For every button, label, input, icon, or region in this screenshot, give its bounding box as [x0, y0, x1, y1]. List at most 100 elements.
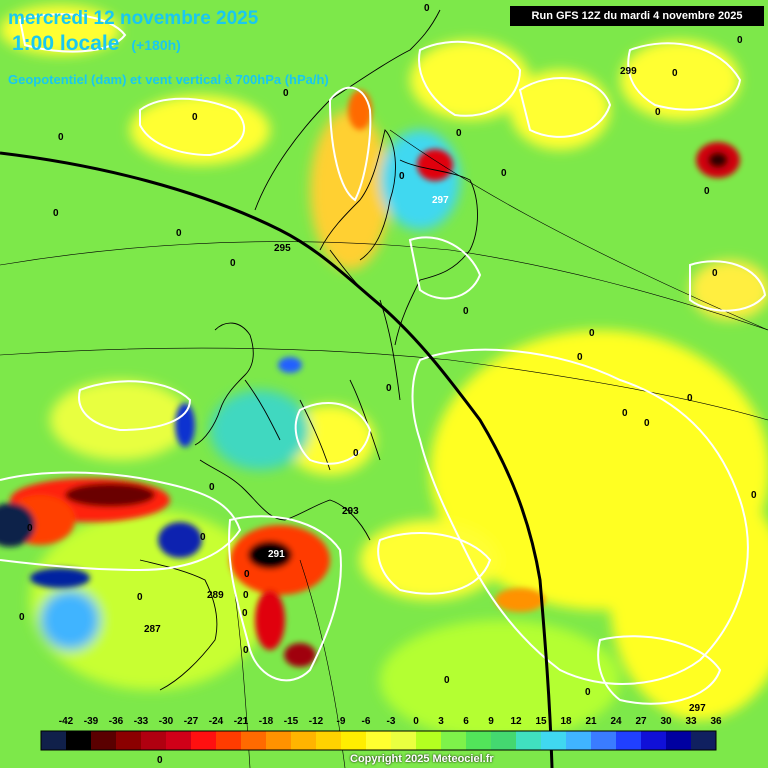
zero-label: 0 [243, 590, 249, 601]
geo-label: 299 [620, 66, 637, 77]
geo-label: 287 [144, 624, 161, 635]
legend-swatch [66, 731, 92, 750]
forecast-date: mercredi 12 novembre 2025 [8, 8, 259, 29]
field-orange-core [495, 588, 545, 612]
legend-color-bar [40, 730, 717, 751]
zero-contour [597, 635, 722, 705]
field-red-core [255, 590, 285, 650]
zero-labels: 0 0 0 0 0 0 0 0 0 0 0 0 0 0 0 0 0 0 0 0 … [19, 3, 757, 766]
field-red-core [284, 643, 316, 667]
zero-contour [627, 42, 742, 111]
coastline-europe-west [199, 459, 371, 541]
zero-contour [18, 13, 127, 53]
zero-label: 0 [209, 482, 215, 493]
geo-label: 291 [268, 549, 285, 560]
field-yellow-zone [310, 110, 390, 270]
field-cyan-zone [380, 130, 460, 230]
legend-tick-label: -15 [284, 716, 299, 727]
zero-label: 0 [386, 383, 392, 394]
zero-label: 0 [712, 268, 718, 279]
geo-label: 293 [342, 506, 359, 517]
legend-tick-label: -30 [159, 716, 174, 727]
legend-tick-label: -3 [387, 716, 396, 727]
field-lightgreen-zone [380, 620, 620, 740]
field-navy-core [0, 503, 35, 547]
legend-swatch [141, 731, 167, 750]
field-yellow-zone [510, 70, 610, 150]
legend-tick-label: 36 [710, 716, 722, 727]
legend-swatch [491, 731, 517, 750]
legend-swatch [166, 731, 192, 750]
legend-tick-label: -33 [134, 716, 149, 727]
legend-swatch [466, 731, 492, 750]
zero-label: 0 [456, 128, 462, 139]
field-yellow-zone [610, 480, 768, 720]
zero-contour [418, 40, 522, 117]
zero-label: 0 [751, 490, 757, 501]
legend-swatch [266, 731, 292, 750]
coastline-britain [194, 322, 254, 446]
legend-swatch [566, 731, 592, 750]
legend-tick-labels: -42 -39 -36 -33 -30 -27 -24 -21 -18 -15 -12 -9 -6 -3 0… [59, 716, 722, 727]
legend-swatch [541, 731, 567, 750]
legend-tick-label: -6 [362, 716, 371, 727]
zero-contours [0, 13, 767, 705]
legend-swatch [241, 731, 267, 750]
field-blue-core [158, 522, 202, 558]
legend-swatch [616, 731, 642, 750]
legend-tick-label: -18 [259, 716, 274, 727]
zero-label: 0 [501, 168, 507, 179]
legend-swatch [291, 731, 317, 750]
zero-label: 0 [399, 171, 405, 182]
zero-label: 0 [655, 107, 661, 118]
legend-tick-label: -12 [309, 716, 324, 727]
zero-contour [139, 97, 246, 157]
legend-swatch [91, 731, 117, 750]
legend-tick-label: 0 [413, 716, 419, 727]
field-red-core [417, 149, 453, 181]
legend-swatch [441, 731, 467, 750]
legend-swatch [516, 731, 542, 750]
legend-tick-label: 24 [610, 716, 622, 727]
zero-contour [328, 86, 372, 202]
field-darkred-core [708, 152, 728, 168]
zero-label: 0 [27, 523, 33, 534]
legend-swatch [41, 731, 67, 750]
zero-label: 0 [463, 306, 469, 317]
legend-swatch [641, 731, 667, 750]
zero-contour [78, 380, 192, 432]
legend-swatch [316, 731, 342, 750]
zero-contour [228, 515, 342, 682]
zero-contour [294, 401, 372, 465]
legend-swatch [116, 731, 142, 750]
zero-label: 0 [200, 532, 206, 543]
border-line [244, 299, 401, 471]
coastlines [0, 9, 768, 768]
legend-tick-label: 12 [510, 716, 522, 727]
zero-label: 0 [585, 687, 591, 698]
lead-time: (+180h) [131, 37, 181, 53]
field-yellow-zone [690, 260, 768, 320]
parallel-line [0, 347, 768, 421]
legend-tick-label: -27 [184, 716, 199, 727]
zero-contour [518, 77, 612, 138]
copyright-text: Copyright 2025 Meteociel.fr [350, 753, 494, 765]
legend-swatch [416, 731, 442, 750]
zero-label: 0 [58, 132, 64, 143]
geopotential-labels: 299 297 295 293 291 289 287 297 [144, 66, 706, 714]
field-yellow-zone [620, 40, 740, 120]
field-cyan-zone [210, 390, 310, 470]
zero-label: 0 [704, 186, 710, 197]
zero-contour [411, 348, 749, 685]
zero-contour [689, 260, 767, 312]
field-blue-core [175, 403, 195, 447]
forecast-time-label: 1:00 locale [12, 32, 120, 55]
legend-swatch [366, 731, 392, 750]
zero-label: 0 [137, 592, 143, 603]
legend-tick-label: 18 [560, 716, 572, 727]
zero-label: 0 [230, 258, 236, 269]
zero-label: 0 [424, 3, 430, 14]
legend-swatch [216, 731, 242, 750]
zero-label: 0 [687, 393, 693, 404]
legend-swatch [666, 731, 692, 750]
